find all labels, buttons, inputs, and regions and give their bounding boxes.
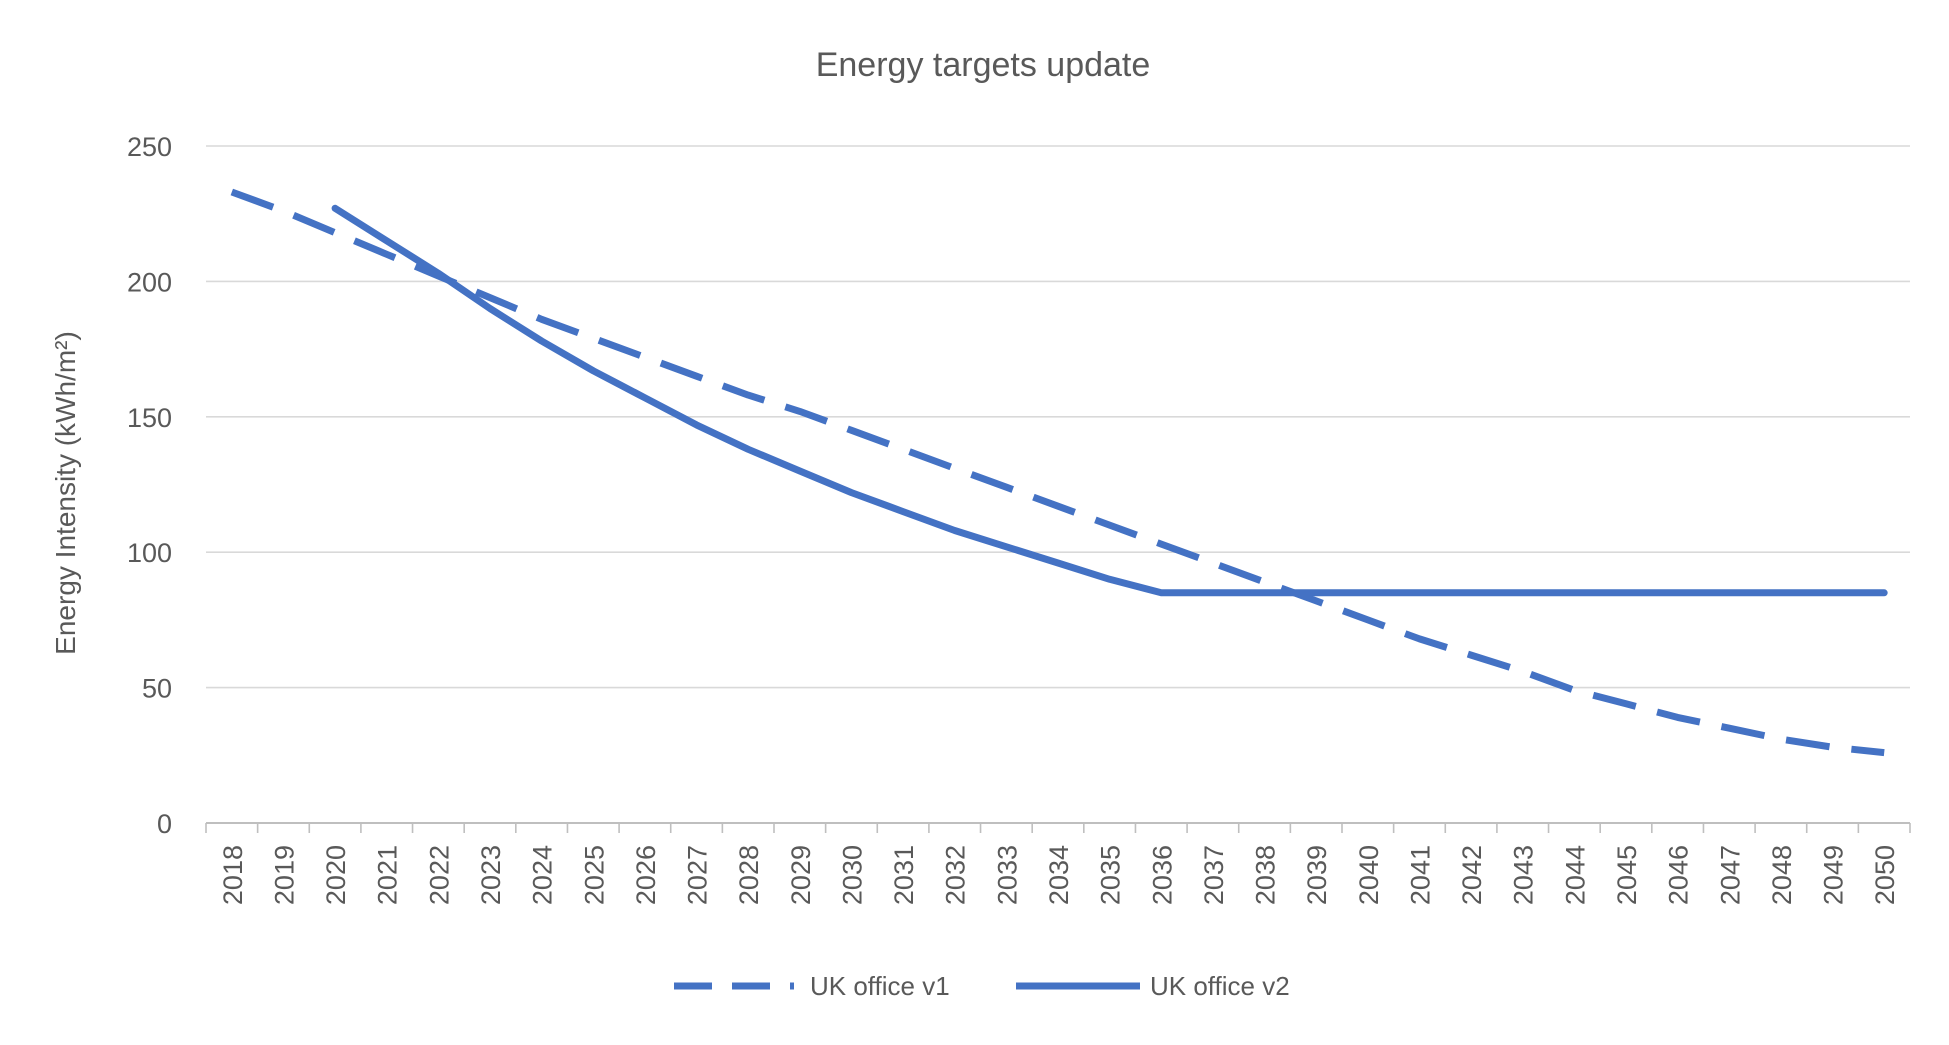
x-tick-label: 2044	[1560, 845, 1590, 905]
x-tick-label: 2026	[631, 845, 661, 905]
y-tick-label: 100	[127, 538, 172, 568]
x-tick-label: 2022	[424, 845, 454, 905]
x-tick-label: 2050	[1870, 845, 1900, 905]
x-axis-ticks: 2018 2019 2020 2021 2022 2023 2024 2025 2026 2027…	[205, 823, 1911, 905]
x-tick-label: 2045	[1612, 845, 1642, 905]
x-tick-label: 2030	[837, 845, 867, 905]
x-tick-label: 2049	[1819, 845, 1849, 905]
legend-label: UK office v2	[1150, 971, 1290, 1001]
x-tick-label: 2036	[1147, 845, 1177, 905]
x-tick-label: 2028	[734, 845, 764, 905]
x-tick-label: 2041	[1405, 845, 1435, 905]
x-tick-label: 2042	[1457, 845, 1487, 905]
chart-title: Energy targets update	[816, 46, 1151, 84]
y-axis-label: Energy Intensity (kWh/m²)	[50, 331, 81, 655]
x-tick-label: 2023	[476, 845, 506, 905]
x-tick-label: 2047	[1715, 845, 1745, 905]
x-tick-label: 2025	[579, 845, 609, 905]
y-tick-label: 200	[127, 267, 172, 297]
x-tick-label: 2027	[683, 845, 713, 905]
x-tick-label: 2038	[1251, 845, 1281, 905]
x-tick-label: 2043	[1509, 845, 1539, 905]
x-tick-label: 2048	[1767, 845, 1797, 905]
legend-label: UK office v1	[810, 971, 950, 1001]
legend: UK office v1 UK office v2	[674, 971, 1290, 1001]
x-tick-label: 2035	[1096, 845, 1126, 905]
y-axis-ticks: 0 50 100 150 200 250	[127, 132, 172, 839]
x-tick-label: 2034	[1044, 845, 1074, 905]
x-tick-label: 2032	[941, 845, 971, 905]
x-tick-label: 2046	[1664, 845, 1694, 905]
x-tick-label: 2024	[528, 845, 558, 905]
y-tick-label: 150	[127, 403, 172, 433]
x-tick-label: 2039	[1302, 845, 1332, 905]
y-tick-label: 0	[157, 809, 172, 839]
x-tick-label: 2019	[269, 845, 299, 905]
x-tick-label: 2037	[1199, 845, 1229, 905]
x-tick-label: 2033	[992, 845, 1022, 905]
series-line-uk-office-v1	[230, 188, 1885, 757]
x-tick-label: 2018	[218, 845, 248, 905]
y-tick-label: 50	[142, 674, 172, 704]
x-tick-label: 2040	[1354, 845, 1384, 905]
x-tick-label: 2021	[373, 845, 403, 905]
x-tick-label: 2029	[786, 845, 816, 905]
gridlines	[206, 145, 1910, 824]
series-line-uk-office-v2	[331, 204, 1888, 597]
x-tick-label: 2020	[321, 845, 351, 905]
x-tick-label: 2031	[889, 845, 919, 905]
y-tick-label: 250	[127, 132, 172, 162]
series-lines	[230, 188, 1888, 757]
